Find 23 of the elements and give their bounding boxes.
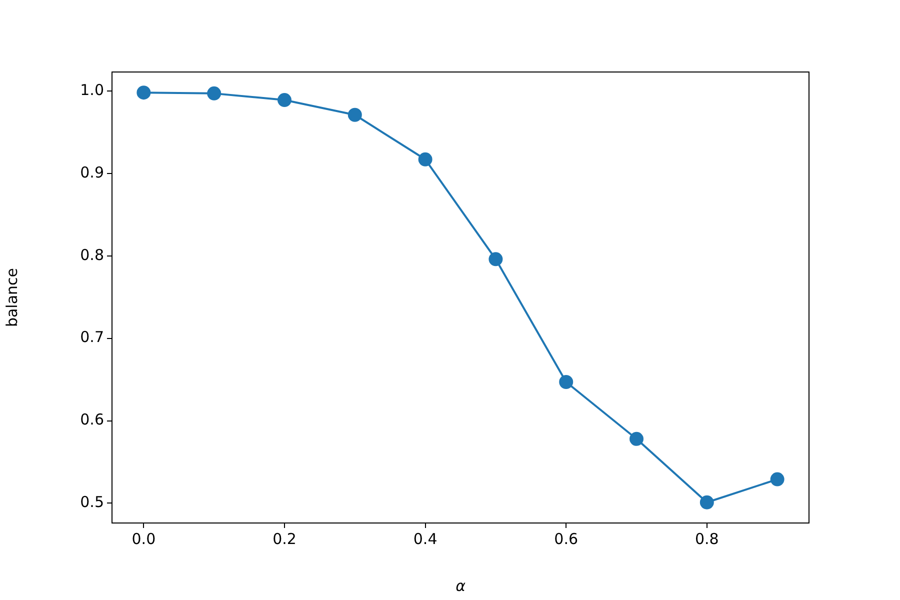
y-tick-label: 0.7 [80,328,104,346]
y-tick-label: 0.8 [80,246,104,264]
x-axis-title: α [456,576,466,595]
y-tick-label: 0.6 [80,410,104,429]
point [700,495,714,510]
y-tick-label: 1.0 [80,80,104,99]
x-tick-label: 0.0 [132,530,156,548]
x-tick-label: 0.6 [554,530,578,548]
x-tick-label: 0.8 [694,530,719,548]
point [207,86,222,100]
y-tick-label: 0.9 [80,163,104,182]
x-tick-label: 0.2 [272,530,296,548]
point [136,86,151,100]
point [277,93,292,108]
y-tick-label: 0.5 [80,493,104,512]
point [630,432,644,446]
point [348,108,362,122]
point [559,375,574,390]
point [770,472,784,486]
y-axis-title: balance [2,268,21,328]
point [418,152,432,166]
x-tick-label: 0.4 [413,530,438,548]
point [488,252,503,266]
